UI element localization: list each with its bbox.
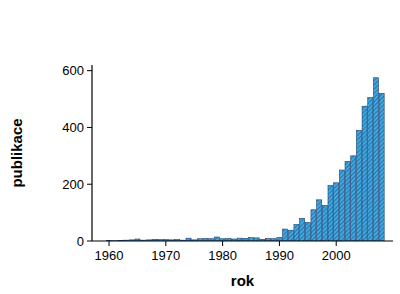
bar xyxy=(283,229,288,241)
y-tick xyxy=(87,241,92,242)
bar xyxy=(362,106,367,241)
y-axis-label: publikace xyxy=(8,118,25,187)
y-tick xyxy=(87,184,92,185)
bar xyxy=(379,93,384,241)
bar xyxy=(294,225,299,241)
x-tick xyxy=(165,241,166,246)
x-tick xyxy=(222,241,223,246)
x-tick xyxy=(336,241,337,246)
bar xyxy=(317,200,322,241)
chart-svg: 1960 1970 1980 1990 2000 0 200 400 600 rok publika… xyxy=(0,0,400,294)
y-tick-label: 200 xyxy=(62,177,84,192)
y-tick-label: 400 xyxy=(62,120,84,135)
bar xyxy=(305,223,310,241)
x-axis xyxy=(92,240,393,241)
bar xyxy=(300,218,305,241)
bars xyxy=(106,78,384,241)
y-tick-label: 0 xyxy=(77,234,84,249)
bar xyxy=(373,78,378,241)
bar xyxy=(334,183,339,241)
x-tick-label: 1970 xyxy=(151,248,180,263)
bar xyxy=(322,206,327,241)
x-tick xyxy=(279,241,280,246)
bar xyxy=(351,156,356,241)
x-axis-label: rok xyxy=(231,272,255,289)
x-tick-label: 1960 xyxy=(95,248,124,263)
x-tick-label: 1980 xyxy=(208,248,237,263)
bar xyxy=(339,170,344,241)
bar xyxy=(311,210,316,241)
bar xyxy=(356,130,361,241)
bar xyxy=(368,98,373,241)
x-tick xyxy=(109,241,110,246)
y-tick xyxy=(87,70,92,71)
y-tick-label: 600 xyxy=(62,63,84,78)
y-axis xyxy=(91,65,92,241)
bar xyxy=(288,230,293,241)
x-tick-label: 1990 xyxy=(265,248,294,263)
bar xyxy=(345,162,350,241)
x-tick-label: 2000 xyxy=(322,248,351,263)
chart: 1960 1970 1980 1990 2000 0 200 400 600 rok publika… xyxy=(0,0,400,294)
bar xyxy=(328,186,333,241)
y-tick xyxy=(87,127,92,128)
